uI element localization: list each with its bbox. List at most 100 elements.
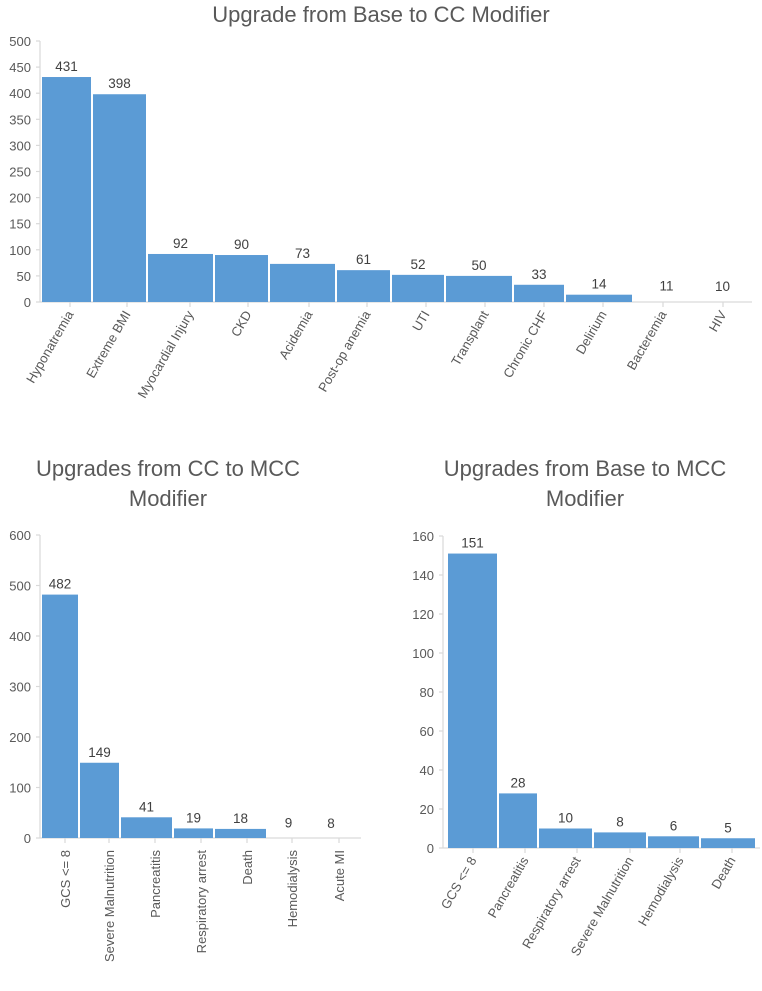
y-tick-label: 120 (412, 607, 434, 622)
data-label: 149 (88, 745, 111, 760)
data-label: 5 (724, 820, 732, 835)
bar (121, 817, 172, 838)
chart-title: Upgrades from CC to MCC (36, 456, 300, 481)
category-label: GCS <= 8 (438, 854, 480, 912)
bar (566, 294, 632, 302)
bar (446, 275, 512, 302)
data-label: 6 (670, 818, 678, 833)
data-label: 92 (173, 236, 188, 251)
y-tick-label: 100 (9, 243, 31, 258)
data-label: 19 (186, 810, 201, 825)
y-tick-label: 140 (412, 568, 434, 583)
data-label: 8 (616, 814, 624, 829)
y-tick-label: 0 (24, 831, 31, 846)
y-tick-label: 100 (412, 646, 434, 661)
category-label: HIV (706, 308, 730, 335)
category-label: Acute MI (332, 850, 347, 901)
y-tick-label: 40 (420, 763, 434, 778)
category-label: GCS <= 8 (58, 850, 73, 908)
y-tick-label: 400 (9, 86, 31, 101)
y-tick-label: 400 (9, 629, 31, 644)
y-tick-label: 100 (9, 781, 31, 796)
category-label: Pancreatitis (485, 854, 532, 921)
data-label: 10 (715, 279, 730, 294)
category-label: Delirium (573, 308, 610, 357)
category-label: Hemodialysis (285, 850, 300, 928)
data-label: 90 (234, 237, 249, 252)
y-tick-label: 350 (9, 112, 31, 127)
y-tick-label: 200 (9, 730, 31, 745)
bar (499, 793, 537, 848)
data-label: 8 (327, 816, 335, 831)
y-tick-label: 200 (9, 191, 31, 206)
bar (392, 274, 444, 302)
category-label: Death (708, 854, 738, 892)
bar (42, 594, 78, 838)
y-tick-label: 500 (9, 579, 31, 594)
data-label: 41 (139, 799, 154, 814)
category-label: Transplant (448, 308, 492, 369)
data-label: 52 (410, 257, 425, 272)
category-label: Acidemia (276, 307, 316, 361)
y-tick-label: 50 (17, 269, 31, 284)
data-label: 431 (55, 59, 78, 74)
bar (215, 828, 266, 838)
y-tick-label: 80 (420, 685, 434, 700)
y-tick-label: 60 (420, 724, 434, 739)
y-tick-label: 450 (9, 60, 31, 75)
category-label: UTI (409, 308, 432, 334)
chart-title: Upgrade from Base to CC Modifier (212, 2, 549, 27)
y-tick-label: 0 (24, 295, 31, 310)
data-label: 33 (531, 267, 546, 282)
bar (42, 77, 91, 302)
bar (594, 832, 646, 848)
data-label: 73 (295, 246, 310, 261)
category-label: Post-op anemia (315, 307, 374, 394)
data-label: 151 (461, 536, 484, 551)
category-label: Hyponatremia (23, 307, 77, 385)
y-tick-label: 600 (9, 528, 31, 543)
category-label: Pancreatitis (148, 850, 163, 918)
category-label: Extreme BMI (83, 308, 134, 381)
chart-title: Upgrades from Base to MCC (444, 456, 727, 481)
category-label: Myocardial Injury (134, 308, 196, 401)
y-tick-label: 160 (412, 529, 434, 544)
bar (337, 270, 390, 302)
chart-title: Modifier (129, 486, 207, 511)
category-label: Death (240, 850, 255, 885)
bar (270, 263, 335, 302)
y-tick-label: 300 (9, 138, 31, 153)
bar (514, 284, 564, 302)
data-label: 61 (356, 252, 371, 267)
category-label: Bacteremia (624, 307, 670, 372)
category-label: Chronic CHF (500, 308, 551, 381)
y-tick-label: 250 (9, 165, 31, 180)
data-label: 28 (510, 775, 525, 790)
bar (80, 762, 119, 838)
category-label: Severe Malnutrition (102, 850, 117, 962)
category-label: Hemodialysis (635, 854, 687, 929)
chart-title: Modifier (546, 486, 624, 511)
data-label: 9 (285, 815, 293, 830)
data-label: 50 (471, 258, 486, 273)
y-tick-label: 0 (427, 841, 434, 856)
bar (215, 255, 268, 302)
bar (174, 828, 213, 838)
bar (648, 836, 699, 848)
y-tick-label: 300 (9, 680, 31, 695)
bar (448, 553, 497, 848)
data-label: 14 (591, 277, 607, 292)
data-label: 398 (108, 76, 131, 91)
y-tick-label: 150 (9, 217, 31, 232)
bar (93, 94, 146, 302)
bar (539, 828, 592, 848)
bar (701, 838, 755, 848)
category-label: Respiratory arrest (194, 850, 209, 954)
data-label: 18 (233, 811, 248, 826)
y-tick-label: 500 (9, 34, 31, 49)
y-tick-label: 20 (420, 802, 434, 817)
data-label: 11 (659, 278, 673, 293)
data-label: 10 (558, 811, 573, 826)
data-label: 482 (49, 577, 72, 592)
